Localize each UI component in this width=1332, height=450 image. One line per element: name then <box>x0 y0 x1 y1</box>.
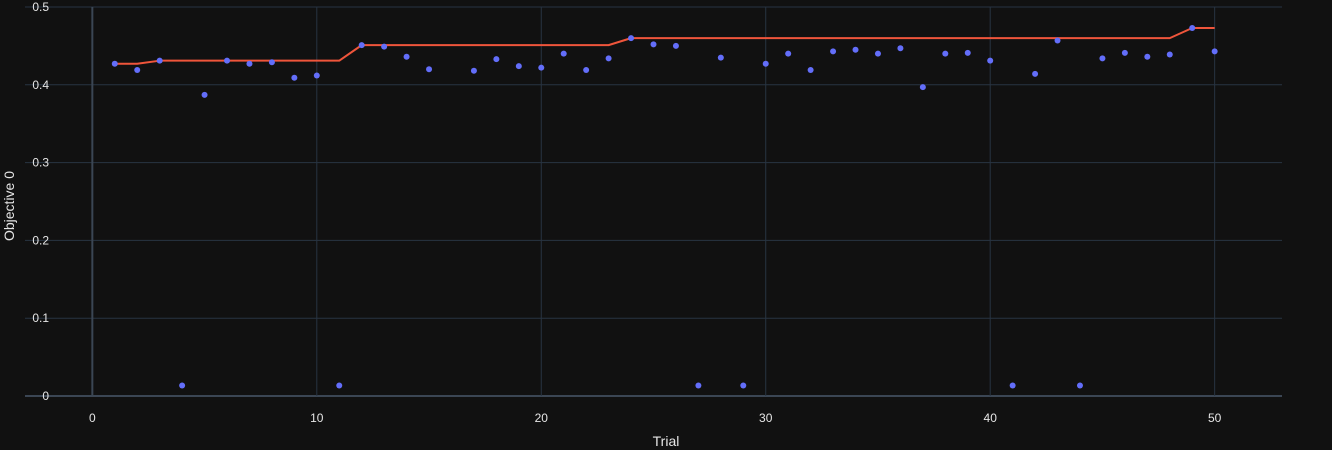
objective-point[interactable] <box>313 72 320 79</box>
objective-point[interactable] <box>1009 382 1016 389</box>
objective-point[interactable] <box>1211 48 1218 55</box>
objective-value-series[interactable] <box>111 25 1218 389</box>
objective-point[interactable] <box>605 55 612 62</box>
objective-point[interactable] <box>291 74 298 81</box>
objective-point[interactable] <box>987 57 994 64</box>
y-tick-label: 0.1 <box>32 311 49 325</box>
objective-point[interactable] <box>583 67 590 74</box>
objective-point[interactable] <box>964 49 971 56</box>
objective-point[interactable] <box>919 84 926 91</box>
objective-point[interactable] <box>381 43 388 50</box>
objective-point[interactable] <box>156 57 163 64</box>
best-value-line <box>114 27 1215 65</box>
objective-point[interactable] <box>538 64 545 71</box>
objective-point[interactable] <box>1099 55 1106 62</box>
y-tick-label: 0.4 <box>32 78 49 92</box>
y-tick-label: 0.3 <box>32 156 49 170</box>
y-tick-label: 0.5 <box>32 0 49 14</box>
y-axis-title: Objective 0 <box>1 171 17 241</box>
x-tick-label: 40 <box>984 411 998 425</box>
objective-point[interactable] <box>740 382 747 389</box>
objective-point[interactable] <box>785 50 792 57</box>
objective-point[interactable] <box>1189 25 1196 32</box>
objective-point[interactable] <box>336 382 343 389</box>
objective-point[interactable] <box>1121 49 1128 56</box>
y-tick-label: 0 <box>42 389 49 403</box>
x-tick-label: 50 <box>1208 411 1222 425</box>
objective-point[interactable] <box>358 42 365 49</box>
x-tick-label: 20 <box>535 411 549 425</box>
objective-point[interactable] <box>1144 53 1151 60</box>
x-tick-label: 10 <box>310 411 324 425</box>
objective-point[interactable] <box>672 42 679 49</box>
objective-point[interactable] <box>246 60 253 67</box>
axis-ticks: 0 0.1 0.2 0.3 0.4 0.5 0 10 20 30 40 50 <box>32 0 1221 425</box>
y-tick-label: 0.2 <box>32 233 49 247</box>
objective-point[interactable] <box>852 46 859 53</box>
x-tick-label: 30 <box>759 411 773 425</box>
objective-point[interactable] <box>1076 382 1083 389</box>
objective-point[interactable] <box>268 59 275 66</box>
objective-point[interactable] <box>179 382 186 389</box>
objective-point[interactable] <box>874 50 881 57</box>
x-tick-label: 0 <box>89 411 96 425</box>
objective-point[interactable] <box>224 57 231 64</box>
objective-point[interactable] <box>134 67 141 74</box>
objective-point[interactable] <box>628 35 635 42</box>
objective-point[interactable] <box>111 60 118 67</box>
objective-point[interactable] <box>807 67 814 74</box>
objective-point[interactable] <box>470 67 477 74</box>
objective-point[interactable] <box>426 66 433 73</box>
objective-point[interactable] <box>1032 70 1039 77</box>
objective-point[interactable] <box>515 63 522 70</box>
objective-point[interactable] <box>201 91 208 98</box>
x-axis-title: Trial <box>653 433 680 449</box>
best-value-series <box>114 27 1215 65</box>
objective-point[interactable] <box>942 50 949 57</box>
objective-point[interactable] <box>1166 51 1173 58</box>
objective-point[interactable] <box>560 50 567 57</box>
objective-point[interactable] <box>1054 37 1061 44</box>
objective-point[interactable] <box>493 56 500 63</box>
objective-point[interactable] <box>897 45 904 52</box>
objective-point[interactable] <box>717 54 724 61</box>
grid <box>25 6 1282 397</box>
objective-point[interactable] <box>830 48 837 55</box>
objective-point[interactable] <box>403 53 410 60</box>
objective-point[interactable] <box>650 41 657 48</box>
objective-point[interactable] <box>695 382 702 389</box>
objective-point[interactable] <box>762 60 769 67</box>
